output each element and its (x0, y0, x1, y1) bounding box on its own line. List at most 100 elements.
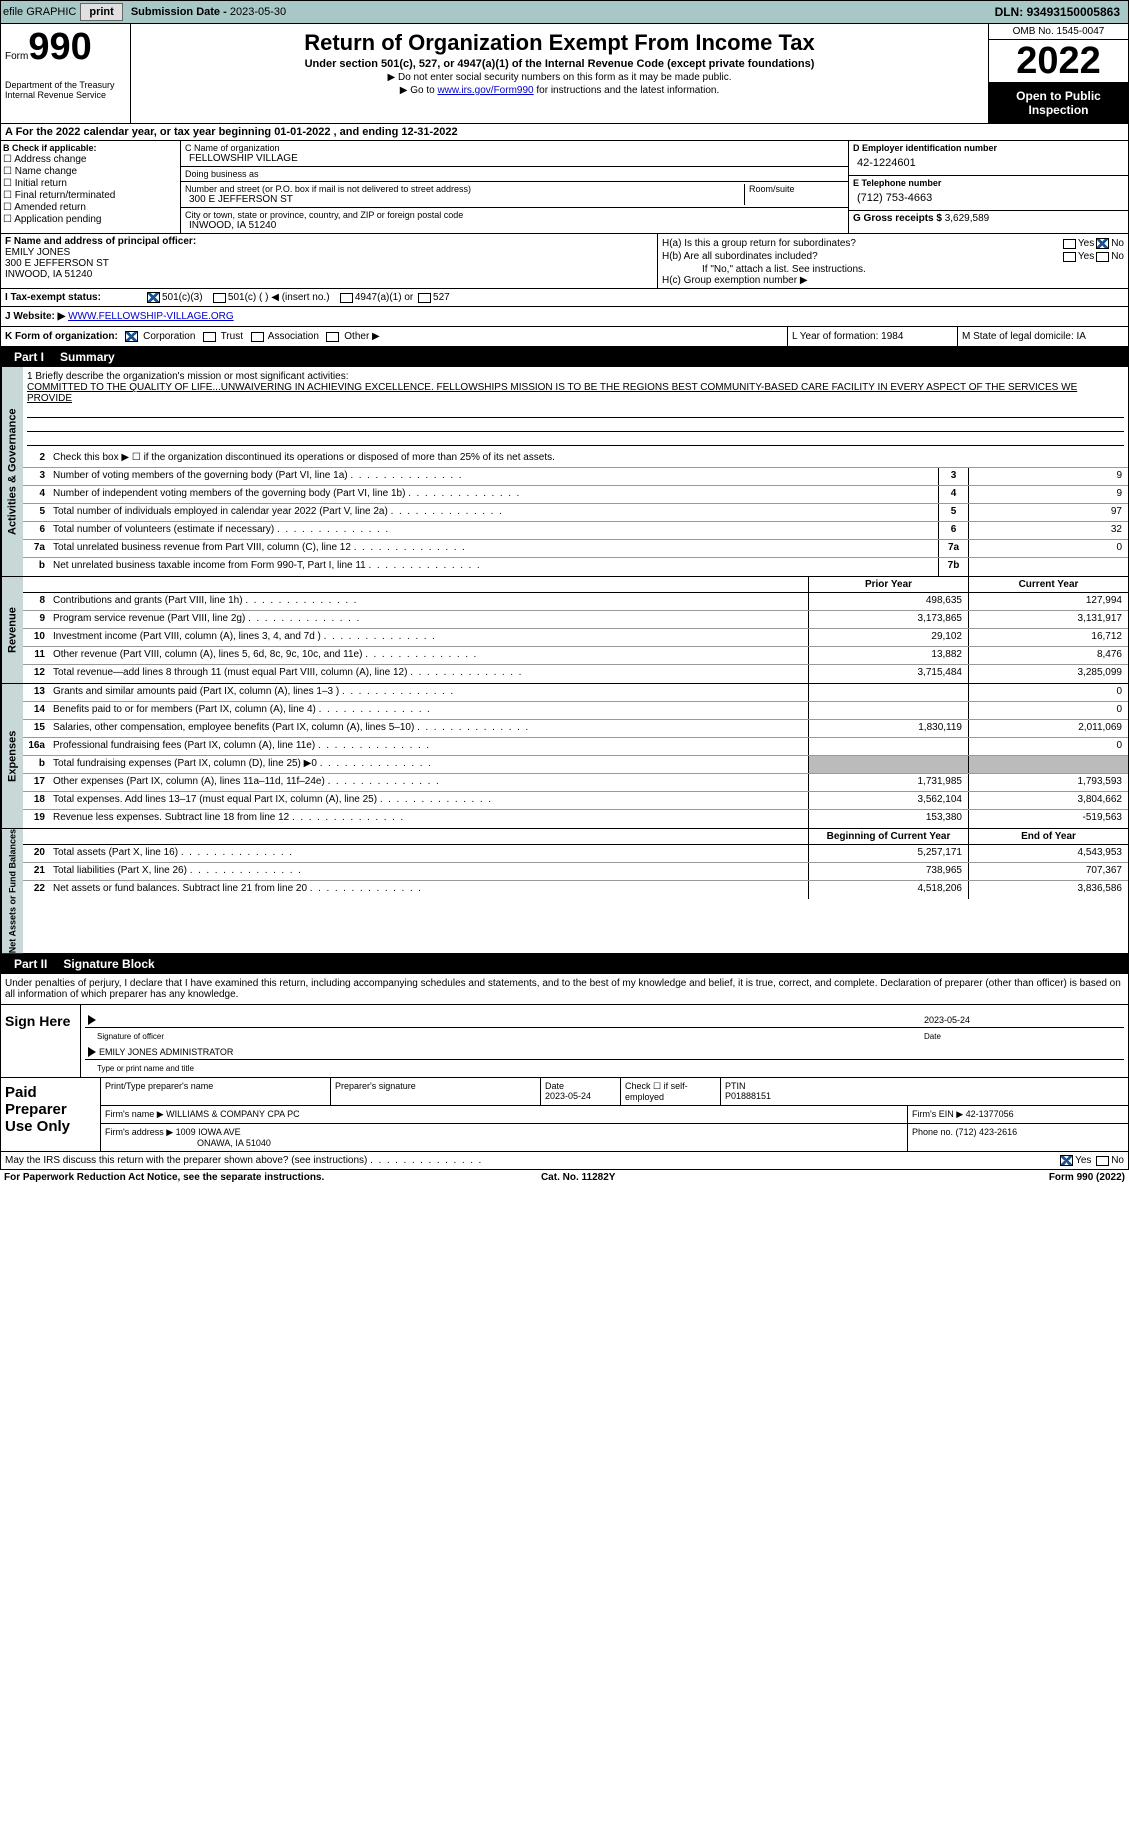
hb-no-checkbox[interactable] (1096, 252, 1109, 262)
col-f: F Name and address of principal officer:… (1, 234, 658, 288)
section-bcd: B Check if applicable: Address change Na… (0, 141, 1129, 234)
hb-yes-checkbox[interactable] (1063, 252, 1076, 262)
discuss-line: May the IRS discuss this return with the… (0, 1152, 1129, 1170)
officer-name: EMILY JONES (5, 247, 70, 258)
print-button[interactable]: print (80, 3, 122, 21)
city-box: City or town, state or province, country… (181, 208, 848, 233)
tax-status-label: I Tax-exempt status: (5, 292, 145, 303)
tax-year: 2022 (989, 40, 1128, 83)
section-fh: F Name and address of principal officer:… (0, 234, 1129, 289)
line-a: A For the 2022 calendar year, or tax yea… (0, 124, 1129, 141)
form-subtitle: Under section 501(c), 527, or 4947(a)(1)… (135, 58, 984, 70)
sign-here-label: Sign Here (1, 1005, 81, 1077)
omb-label: OMB No. 1545-0047 (989, 24, 1128, 40)
sign-here-row: Sign Here 2023-05-24 Signature of office… (0, 1005, 1129, 1078)
revenue-body: Prior YearCurrent Year 8Contributions an… (23, 577, 1128, 683)
part2-title: Signature Block (63, 957, 154, 971)
chk-4947[interactable] (340, 293, 353, 303)
officer-signature-line (99, 1015, 924, 1025)
col-b-header: B Check if applicable: (3, 143, 178, 153)
ein-value: 42-1224601 (853, 153, 1124, 173)
chk-501c[interactable] (213, 293, 226, 303)
chk-other[interactable] (326, 332, 339, 342)
revenue-section: Revenue Prior YearCurrent Year 8Contribu… (0, 577, 1129, 684)
cat-number: Cat. No. 11282Y (541, 1172, 615, 1183)
chk-501c3[interactable] (147, 292, 160, 303)
chk-initial[interactable]: Initial return (3, 178, 178, 189)
arrow-icon (88, 1047, 96, 1057)
chk-corp[interactable] (125, 331, 138, 342)
year-box: OMB No. 1545-0047 2022 Open to Public In… (988, 24, 1128, 123)
org-name: FELLOWSHIP VILLAGE (185, 153, 844, 164)
top-toolbar: efile GRAPHIC print Submission Date - 20… (0, 0, 1129, 24)
room-label: Room/suite (744, 184, 844, 205)
chk-527[interactable] (418, 293, 431, 303)
form-number: 990 (28, 26, 91, 68)
mission-label: 1 Briefly describe the organization's mi… (27, 371, 1124, 382)
form-org-box: K Form of organization: Corporation Trus… (1, 327, 788, 346)
sig-date-label: Date (924, 1032, 1124, 1041)
sign-here-body: 2023-05-24 Signature of officerDate EMIL… (81, 1005, 1128, 1077)
activities-tab: Activities & Governance (1, 367, 23, 576)
self-employed-box: Check ☐ if self-employed (621, 1078, 721, 1105)
chk-address[interactable]: Address change (3, 154, 178, 165)
chk-assoc[interactable] (251, 332, 264, 342)
discuss-no-checkbox[interactable] (1096, 1156, 1109, 1166)
activities-body: 1 Briefly describe the organization's mi… (23, 367, 1128, 576)
ha-label: H(a) Is this a group return for subordin… (662, 238, 1061, 249)
netassets-header: Beginning of Current YearEnd of Year (23, 829, 1128, 845)
netassets-section: Net Assets or Fund Balances Beginning of… (0, 829, 1129, 954)
firm-name: Firm's name ▶ WILLIAMS & COMPANY CPA PC (101, 1106, 908, 1123)
discuss-yes-checkbox[interactable] (1060, 1155, 1073, 1166)
chk-amended[interactable]: Amended return (3, 202, 178, 213)
part2-number: Part II (6, 957, 55, 971)
part1-number: Part I (6, 350, 52, 364)
chk-name[interactable]: Name change (3, 166, 178, 177)
phone-box: E Telephone number(712) 753-4663 (849, 176, 1128, 211)
current-year-hdr: Current Year (968, 577, 1128, 592)
discuss-question: May the IRS discuss this return with the… (5, 1155, 1058, 1166)
col-h: H(a) Is this a group return for subordin… (658, 234, 1128, 288)
mission-block: 1 Briefly describe the organization's mi… (23, 367, 1128, 450)
sig-officer-label: Signature of officer (85, 1032, 924, 1041)
officer-addr1: 300 E JEFFERSON ST (5, 258, 109, 269)
preparer-sig-label: Preparer's signature (331, 1078, 541, 1105)
name-title-label: Type or print name and title (85, 1064, 1124, 1073)
ha-yes-checkbox[interactable] (1063, 239, 1076, 249)
col-b: B Check if applicable: Address change Na… (1, 141, 181, 233)
netassets-body: Beginning of Current YearEnd of Year 20T… (23, 829, 1128, 953)
paid-preparer-row: Paid Preparer Use Only Print/Type prepar… (0, 1078, 1129, 1152)
revenue-header: Prior YearCurrent Year (23, 577, 1128, 593)
activities-section: Activities & Governance 1 Briefly descri… (0, 367, 1129, 577)
form-word: Form (5, 51, 28, 62)
note-link: ▶ Go to www.irs.gov/Form990 for instruct… (135, 85, 984, 96)
subdate-label: Submission Date - 2023-05-30 (131, 6, 286, 18)
firm-address: Firm's address ▶ 1009 IOWA AVEONAWA, IA … (101, 1124, 908, 1151)
phone-value: (712) 753-4663 (853, 188, 1124, 208)
chk-trust[interactable] (203, 332, 216, 342)
part1-title: Summary (60, 350, 115, 364)
hb-label: H(b) Are all subordinates included? (662, 251, 1061, 262)
gross-box: G Gross receipts $ 3,629,589 (849, 211, 1128, 226)
year-formation: L Year of formation: 1984 (788, 327, 958, 346)
mission-text: COMMITTED TO THE QUALITY OF LIFE...UNWAI… (27, 382, 1124, 404)
officer-name-title: EMILY JONES ADMINISTRATOR (99, 1047, 1124, 1057)
ha-no-checkbox[interactable] (1096, 238, 1109, 249)
irs-link[interactable]: www.irs.gov/Form990 (437, 85, 533, 96)
line-i: I Tax-exempt status: 501(c)(3) 501(c) ( … (0, 289, 1129, 307)
note-ssn: ▶ Do not enter social security numbers o… (135, 72, 984, 83)
dln-label: DLN: 93493150005863 (995, 5, 1126, 19)
arrow-icon (88, 1015, 96, 1025)
sign-date: 2023-05-24 (924, 1015, 1124, 1025)
dept-label: Department of the Treasury Internal Reve… (5, 80, 126, 100)
street-address: 300 E JEFFERSON ST (185, 194, 744, 205)
preparer-name-label: Print/Type preparer's name (101, 1078, 331, 1105)
website-link[interactable]: WWW.FELLOWSHIP-VILLAGE.ORG (68, 311, 234, 322)
chk-final[interactable]: Final return/terminated (3, 190, 178, 201)
revenue-tab: Revenue (1, 577, 23, 683)
ptin-box: PTINP01888151 (721, 1078, 1128, 1105)
chk-application[interactable]: Application pending (3, 214, 178, 225)
part2-header: Part II Signature Block (0, 954, 1129, 974)
hb-note: If "No," attach a list. See instructions… (662, 264, 1124, 275)
penalty-statement: Under penalties of perjury, I declare th… (0, 974, 1129, 1005)
